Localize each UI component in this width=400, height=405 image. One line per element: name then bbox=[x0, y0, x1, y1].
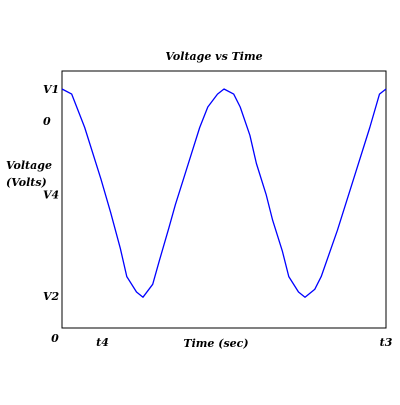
y-tick-labels: V1 0 V4 V2 bbox=[43, 83, 60, 303]
series-layer bbox=[61, 88, 387, 298]
x-tick-label: 0 bbox=[51, 332, 59, 345]
y-tick-label: V2 bbox=[43, 290, 60, 303]
x-tick-label: t4 bbox=[96, 336, 109, 349]
chart-title: Voltage vs Time bbox=[165, 50, 262, 63]
y-tick-label: V4 bbox=[43, 188, 59, 201]
x-tick-labels: 0 t4 t3 bbox=[51, 332, 393, 349]
x-axis-label: Time (sec) bbox=[183, 337, 248, 350]
y-axis-label-line1: Voltage bbox=[6, 159, 52, 172]
series-line bbox=[61, 88, 387, 298]
y-axis-label-line2: (Volts) bbox=[6, 176, 47, 189]
y-tick-label: 0 bbox=[43, 115, 51, 128]
plot-frame bbox=[61, 70, 387, 329]
x-tick-label: t3 bbox=[380, 336, 393, 349]
y-tick-label: V1 bbox=[43, 83, 59, 96]
